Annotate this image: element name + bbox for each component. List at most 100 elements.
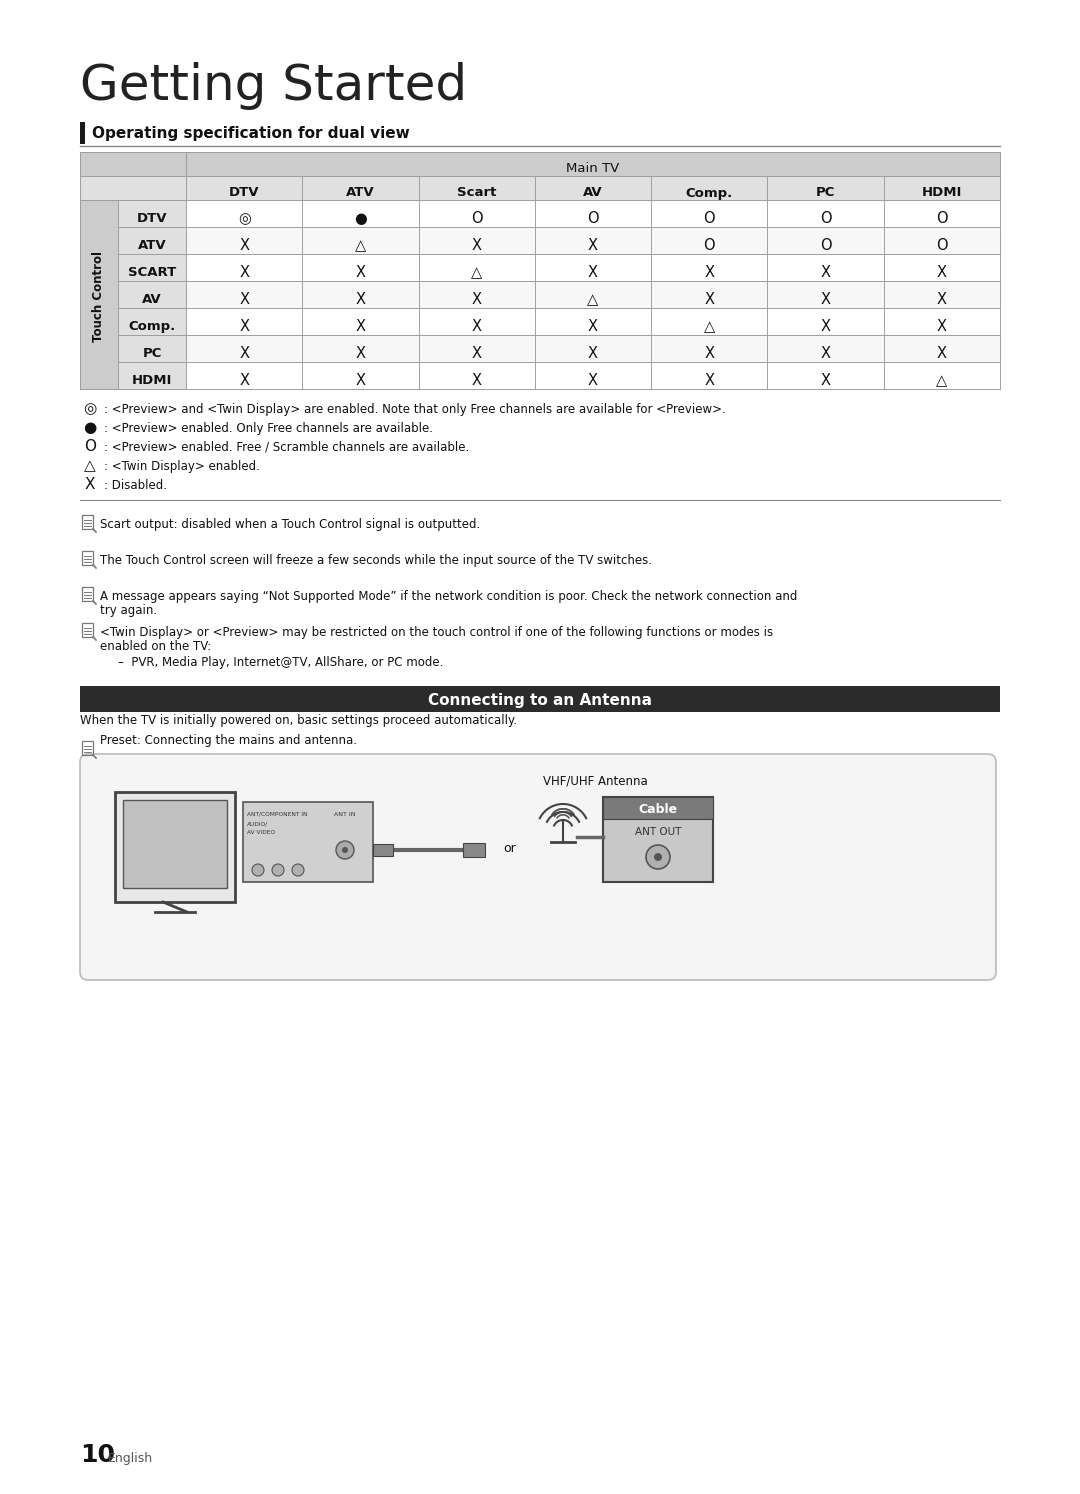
Text: X: X xyxy=(239,320,249,335)
Bar xyxy=(302,227,419,254)
Bar xyxy=(118,308,186,335)
Bar xyxy=(651,227,768,254)
Text: PC: PC xyxy=(815,187,835,200)
Bar xyxy=(123,799,227,887)
Text: Operating specification for dual view: Operating specification for dual view xyxy=(92,125,409,140)
Text: X: X xyxy=(239,238,249,252)
Bar xyxy=(768,227,883,254)
Text: ◎: ◎ xyxy=(238,211,251,226)
Bar xyxy=(82,623,93,636)
Text: X: X xyxy=(936,320,947,335)
Bar xyxy=(419,308,535,335)
Text: Comp.: Comp. xyxy=(129,320,176,333)
Bar xyxy=(535,176,651,200)
Text: : <Preview> enabled. Only Free channels are available.: : <Preview> enabled. Only Free channels … xyxy=(104,421,433,435)
Bar xyxy=(302,308,419,335)
Text: ◎: ◎ xyxy=(83,400,96,415)
Text: X: X xyxy=(821,264,831,279)
Text: X: X xyxy=(355,291,365,306)
Circle shape xyxy=(646,846,670,870)
Text: X: X xyxy=(472,347,482,362)
Bar xyxy=(419,176,535,200)
Bar xyxy=(535,335,651,362)
Text: HDMI: HDMI xyxy=(132,374,172,387)
Bar xyxy=(768,308,883,335)
Text: O: O xyxy=(703,238,715,252)
Text: O: O xyxy=(703,211,715,226)
Bar xyxy=(419,335,535,362)
Circle shape xyxy=(292,864,303,875)
Bar xyxy=(118,200,186,227)
Bar xyxy=(302,281,419,308)
Circle shape xyxy=(252,864,264,875)
Bar xyxy=(82,741,93,754)
Bar xyxy=(419,254,535,281)
Bar xyxy=(82,515,93,529)
Bar xyxy=(186,362,302,388)
Text: △: △ xyxy=(588,291,598,306)
Text: X: X xyxy=(472,291,482,306)
Text: X: X xyxy=(355,374,365,388)
Bar xyxy=(768,176,883,200)
Bar xyxy=(186,200,302,227)
Text: try again.: try again. xyxy=(100,604,157,617)
Text: ●: ● xyxy=(354,211,367,226)
Text: : <Preview> and <Twin Display> are enabled. Note that only Free channels are ava: : <Preview> and <Twin Display> are enabl… xyxy=(104,403,726,415)
Text: ANT/COMPONENT IN: ANT/COMPONENT IN xyxy=(247,813,308,817)
Text: Connecting to an Antenna: Connecting to an Antenna xyxy=(428,693,652,708)
Bar xyxy=(302,335,419,362)
Text: X: X xyxy=(704,347,714,362)
Text: X: X xyxy=(704,374,714,388)
Text: SCART: SCART xyxy=(127,266,176,279)
Circle shape xyxy=(272,864,284,875)
Text: PC: PC xyxy=(143,347,162,360)
Bar xyxy=(419,281,535,308)
Text: X: X xyxy=(936,264,947,279)
Text: △: △ xyxy=(936,374,947,388)
Text: English: English xyxy=(108,1452,153,1466)
Bar xyxy=(651,176,768,200)
Bar xyxy=(651,308,768,335)
Text: ANT IN: ANT IN xyxy=(334,813,355,817)
Text: X: X xyxy=(239,291,249,306)
Bar xyxy=(302,176,419,200)
Text: 10: 10 xyxy=(80,1443,114,1467)
Bar xyxy=(883,227,1000,254)
Text: X: X xyxy=(704,264,714,279)
Text: ATV: ATV xyxy=(346,187,375,200)
Text: : <Twin Display> enabled.: : <Twin Display> enabled. xyxy=(104,460,260,474)
Circle shape xyxy=(342,847,348,853)
Bar xyxy=(883,281,1000,308)
Text: <Twin Display> or <Preview> may be restricted on the touch control if one of the: <Twin Display> or <Preview> may be restr… xyxy=(100,626,773,639)
Text: X: X xyxy=(821,320,831,335)
Text: X: X xyxy=(355,347,365,362)
Text: X: X xyxy=(239,264,249,279)
Bar xyxy=(651,254,768,281)
Bar xyxy=(302,200,419,227)
Bar xyxy=(768,200,883,227)
Text: VHF/UHF Antenna: VHF/UHF Antenna xyxy=(543,774,648,787)
Bar xyxy=(118,281,186,308)
Bar xyxy=(118,254,186,281)
Text: AUDIO/: AUDIO/ xyxy=(247,822,268,828)
Text: ANT OUT: ANT OUT xyxy=(635,828,681,837)
Bar xyxy=(883,362,1000,388)
Bar xyxy=(186,254,302,281)
Text: X: X xyxy=(472,320,482,335)
Bar xyxy=(243,802,373,881)
Text: AV: AV xyxy=(143,293,162,306)
Bar xyxy=(883,308,1000,335)
Bar xyxy=(883,176,1000,200)
Text: X: X xyxy=(472,238,482,252)
Text: DTV: DTV xyxy=(229,187,259,200)
Bar xyxy=(535,362,651,388)
Bar xyxy=(603,796,713,881)
Text: AV VIDEO: AV VIDEO xyxy=(247,831,275,835)
Text: : Disabled.: : Disabled. xyxy=(104,480,167,492)
Text: or: or xyxy=(503,841,516,855)
Bar xyxy=(419,362,535,388)
Text: O: O xyxy=(471,211,483,226)
Bar xyxy=(535,254,651,281)
Bar xyxy=(82,551,93,565)
Bar xyxy=(768,362,883,388)
